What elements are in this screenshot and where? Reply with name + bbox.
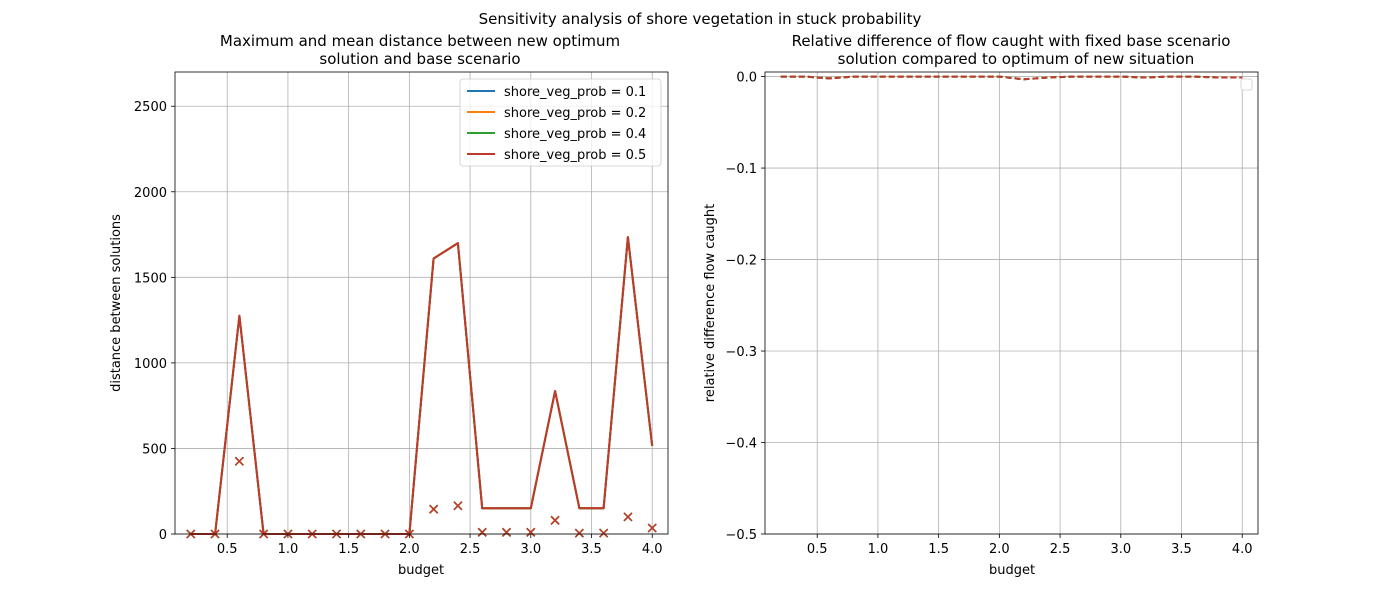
marker-stroke xyxy=(623,512,633,522)
relative-difference-chart-ticks: 0.5 1.0 1.5 2.0 2.5 3.0 3.5 4.0 0.0 −0.1 −0.2 −0.3 −… xyxy=(725,71,1252,557)
distance-chart-mean-marker xyxy=(526,527,536,537)
relative-difference-chart-ytick-label: −0.5 xyxy=(725,528,757,543)
distance-chart: 0.5 1.0 1.5 2.0 2.5 3.0 3.5 4.0 0 500 1000 1500 2000… xyxy=(109,32,669,578)
legend-entry-label: shore_veg_prob = 0.2 xyxy=(504,106,646,121)
distance-chart-ytick-label: 2000 xyxy=(134,186,167,201)
marker-stroke xyxy=(550,515,560,525)
relative-difference-chart-ylabel: relative difference flow caught xyxy=(703,204,718,402)
relative-difference-chart-ytick-label: −0.2 xyxy=(725,254,757,269)
distance-chart-xtick-label: 3.5 xyxy=(581,542,602,557)
relative-difference-chart-xtick-label: 2.0 xyxy=(989,542,1010,557)
relative-difference-chart-xtick-label: 3.0 xyxy=(1110,542,1131,557)
relative-difference-chart-xtick-label: 4.0 xyxy=(1232,542,1253,557)
legend-entry-label: shore_veg_prob = 0.1 xyxy=(504,85,646,100)
distance-chart-xtick-label: 1.5 xyxy=(338,542,359,557)
relative-difference-chart-title-line2: solution compared to optimum of new situ… xyxy=(838,50,1195,68)
relative-difference-chart-frame xyxy=(764,71,1259,535)
distance-chart-frame xyxy=(174,71,669,535)
relative-difference-line xyxy=(780,75,1243,81)
relative-difference-chart-xtick-label: 2.5 xyxy=(1050,542,1071,557)
distance-chart-mean-marker xyxy=(574,528,584,538)
figure-suptitle: Sensitivity analysis of shore vegetation… xyxy=(479,10,922,28)
distance-chart-mean-marker xyxy=(429,504,439,514)
distance-chart-mean-marker xyxy=(550,515,560,525)
distance-chart-xtick-label: 4.0 xyxy=(642,542,663,557)
distance-chart-xtick-label: 0.5 xyxy=(217,542,238,557)
legend-entry-label: shore_veg_prob = 0.5 xyxy=(504,148,646,163)
distance-chart-mean-marker xyxy=(623,512,633,522)
marker-stroke xyxy=(526,527,536,537)
distance-chart-xtick-label: 2.0 xyxy=(399,542,420,557)
marker-stroke xyxy=(477,527,487,537)
relative-difference-chart-ytick-label: −0.3 xyxy=(725,345,757,360)
distance-chart-mean-marker xyxy=(599,528,609,538)
distance-chart-xtick-label: 2.5 xyxy=(460,542,481,557)
relative-difference-chart-xtick-label: 3.5 xyxy=(1171,542,1192,557)
relative-difference-chart-xtick-label: 1.0 xyxy=(868,542,889,557)
relative-difference-chart-ytick-label: −0.4 xyxy=(725,437,757,452)
distance-chart-xtick-label: 1.0 xyxy=(278,542,299,557)
relative-difference-chart-xlabel: budget xyxy=(989,563,1035,578)
distance-chart-ytick-label: 0 xyxy=(159,528,167,543)
distance-chart-mean-marker xyxy=(453,501,463,511)
relative-difference-chart-xtick-label: 1.5 xyxy=(928,542,949,557)
distance-chart-mean-marker xyxy=(234,456,244,466)
relative-difference-chart-legend-box xyxy=(1240,78,1253,91)
distance-chart-title-line1: Maximum and mean distance between new op… xyxy=(220,32,620,50)
relative-difference-chart-title-line1: Relative difference of flow caught with … xyxy=(792,32,1231,50)
distance-chart-mean-marker xyxy=(477,527,487,537)
marker-stroke xyxy=(429,504,439,514)
marker-stroke xyxy=(234,456,244,466)
distance-chart-mean-marker xyxy=(647,523,657,533)
distance-chart-mean-marker xyxy=(501,527,512,537)
distance-chart-ytick-label: 1000 xyxy=(134,357,167,372)
distance-chart-xtick-label: 3.0 xyxy=(520,542,541,557)
distance-chart-title-line2: solution and base scenario xyxy=(319,50,520,68)
relative-difference-chart-grid xyxy=(765,72,1258,535)
relative-difference-chart-xtick-label: 0.5 xyxy=(807,542,828,557)
distance-chart-legend: shore_veg_prob = 0.1 shore_veg_prob = 0.2… xyxy=(459,78,662,167)
relative-difference-chart-plot xyxy=(780,75,1243,81)
distance-chart-ticks: 0.5 1.0 1.5 2.0 2.5 3.0 3.5 4.0 0 500 1000 1500 2000… xyxy=(134,100,663,557)
marker-stroke xyxy=(574,528,584,538)
legend-entry-label: shore_veg_prob = 0.4 xyxy=(504,127,646,142)
relative-difference-chart: 0.5 1.0 1.5 2.0 2.5 3.0 3.5 4.0 0.0 −0.1 −0.2 −0.3 −… xyxy=(703,32,1259,578)
distance-chart-xlabel: budget xyxy=(398,563,444,578)
distance-chart-ytick-label: 1500 xyxy=(134,271,167,286)
marker-stroke xyxy=(453,501,463,511)
distance-chart-legend-box xyxy=(459,78,662,167)
relative-difference-chart-ytick-label: −0.1 xyxy=(725,162,757,177)
marker-stroke xyxy=(501,527,512,537)
relative-difference-chart-ytick-label: 0.0 xyxy=(736,71,757,86)
marker-stroke xyxy=(647,523,657,533)
distance-chart-max-line xyxy=(190,236,654,535)
distance-chart-ytick-label: 2500 xyxy=(134,100,167,115)
distance-chart-plot xyxy=(186,236,657,539)
distance-chart-ylabel: distance between solutions xyxy=(109,214,124,392)
marker-stroke xyxy=(599,528,609,538)
distance-chart-ytick-label: 500 xyxy=(142,442,167,457)
